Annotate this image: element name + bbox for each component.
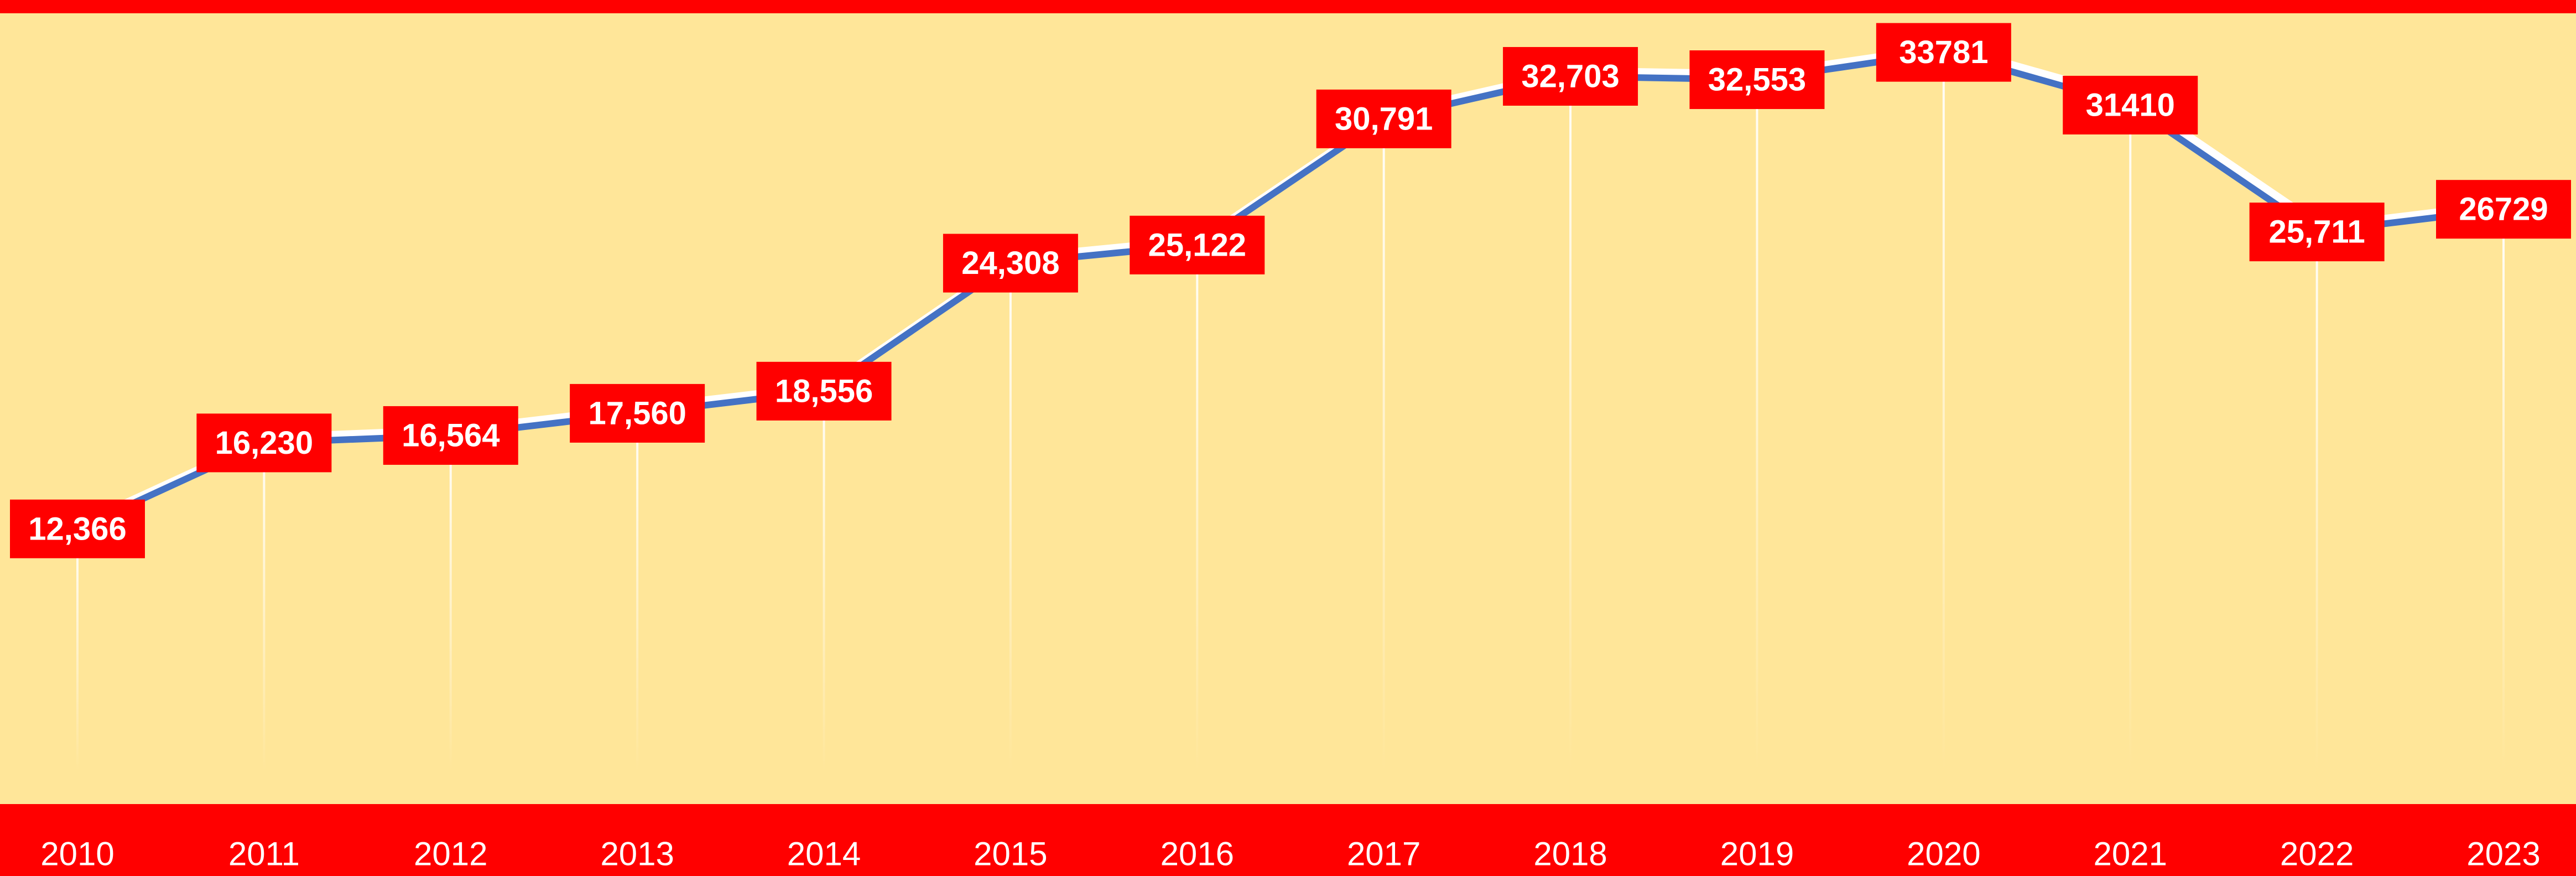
x-tick-label: 2020 bbox=[1907, 836, 1980, 873]
data-label: 12,366 bbox=[28, 511, 126, 547]
x-tick-label: 2022 bbox=[2280, 836, 2354, 873]
data-label: 17,560 bbox=[588, 395, 686, 431]
x-tick-label: 2018 bbox=[1533, 836, 1607, 873]
data-label: 24,308 bbox=[961, 245, 1059, 281]
data-label: 31410 bbox=[2086, 87, 2175, 123]
data-label: 16,230 bbox=[215, 425, 313, 461]
drop-line bbox=[1569, 76, 1572, 771]
x-tick-label: 2021 bbox=[2093, 836, 2167, 873]
data-label: 32,553 bbox=[1708, 62, 1806, 98]
drop-line bbox=[2315, 232, 2318, 771]
drop-line bbox=[449, 435, 452, 771]
x-tick-label: 2016 bbox=[1160, 836, 1234, 873]
data-label: 33781 bbox=[1899, 34, 1988, 70]
drop-line bbox=[1196, 245, 1199, 771]
x-tick-label: 2013 bbox=[600, 836, 674, 873]
drop-line bbox=[263, 443, 266, 771]
x-tick-label: 2011 bbox=[228, 836, 300, 873]
drop-line bbox=[2502, 209, 2505, 771]
data-label: 18,556 bbox=[775, 373, 873, 409]
data-label-box bbox=[1316, 89, 1451, 148]
data-label-box bbox=[570, 383, 705, 443]
drop-line bbox=[1756, 80, 1758, 771]
data-label: 30,791 bbox=[1335, 101, 1433, 137]
data-label-box bbox=[943, 234, 1078, 293]
x-tick-label: 2023 bbox=[2466, 836, 2540, 873]
data-label-box bbox=[756, 361, 892, 421]
data-label: 25,711 bbox=[2269, 214, 2365, 250]
drop-line bbox=[2129, 105, 2132, 771]
x-tick-label: 2010 bbox=[40, 836, 114, 873]
drop-line bbox=[76, 528, 79, 771]
drop-line bbox=[1382, 118, 1385, 771]
drop-line bbox=[823, 391, 825, 771]
data-label-box bbox=[383, 406, 518, 465]
x-tick-label: 2012 bbox=[414, 836, 487, 873]
data-label-box bbox=[2436, 180, 2571, 239]
x-tick-label: 2014 bbox=[787, 836, 861, 873]
data-label-box bbox=[10, 499, 145, 558]
data-label: 26729 bbox=[2459, 191, 2548, 227]
data-label: 16,564 bbox=[402, 417, 499, 453]
x-tick-label: 2017 bbox=[1347, 836, 1420, 873]
data-label: 32,703 bbox=[1521, 58, 1619, 94]
data-label-box bbox=[196, 413, 332, 473]
data-label-box bbox=[1130, 215, 1265, 274]
data-label-box bbox=[2249, 203, 2385, 262]
data-label-box bbox=[1689, 50, 1825, 110]
drop-line bbox=[636, 413, 639, 771]
data-label: 25,122 bbox=[1148, 227, 1246, 263]
data-label-box bbox=[2063, 75, 2198, 134]
data-label-box bbox=[1503, 46, 1638, 106]
drop-line bbox=[1009, 263, 1012, 771]
data-label-box bbox=[1876, 23, 2011, 82]
drop-line bbox=[1942, 52, 1945, 771]
x-tick-label: 2015 bbox=[974, 836, 1047, 873]
x-tick-label: 2019 bbox=[1720, 836, 1794, 873]
